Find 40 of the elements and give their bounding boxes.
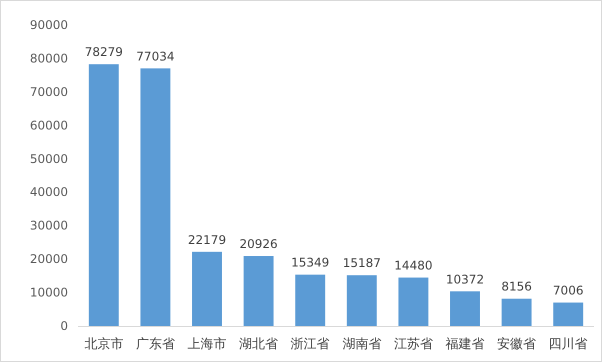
- y-tick-label: 70000: [30, 84, 68, 99]
- bar: [244, 256, 274, 326]
- y-tick-label: 20000: [30, 252, 68, 266]
- data-label: 22179: [188, 232, 226, 247]
- data-label: 78279: [84, 45, 123, 60]
- y-tick-label: 50000: [30, 152, 68, 166]
- data-label: 8156: [501, 280, 532, 294]
- data-label: 10372: [446, 272, 484, 286]
- bar: [398, 278, 428, 326]
- data-label: 15187: [342, 256, 381, 270]
- x-tick-label: 浙江省: [290, 337, 330, 352]
- x-tick-label: 广东省: [136, 337, 175, 352]
- bar: [88, 64, 119, 326]
- bar: [502, 298, 532, 326]
- y-tick-label: 40000: [30, 185, 68, 200]
- data-label: 20926: [240, 237, 278, 252]
- bar: [346, 275, 377, 326]
- data-label: 7006: [552, 284, 584, 298]
- y-tick-label: 10000: [30, 286, 68, 300]
- x-tick-label: 安徽省: [497, 336, 536, 352]
- y-tick-label: 80000: [30, 51, 68, 66]
- x-tick-label: 四川省: [548, 337, 588, 352]
- bar: [553, 302, 584, 326]
- bar: [140, 68, 170, 326]
- y-tick-label: 30000: [30, 218, 68, 233]
- x-tick-label: 北京市: [84, 337, 124, 352]
- data-label: 15349: [291, 256, 330, 270]
- x-tick-label: 上海市: [188, 337, 226, 352]
- y-tick-label: 90000: [30, 18, 68, 32]
- x-tick-label: 福建省: [446, 337, 484, 352]
- y-tick-label: 0: [60, 319, 68, 333]
- bar: [295, 274, 326, 326]
- bar: [192, 252, 222, 326]
- x-tick-label: 湖北省: [239, 337, 278, 352]
- bar: [450, 291, 480, 326]
- x-tick-label: 江苏省: [394, 337, 433, 352]
- data-label: 14480: [394, 258, 432, 273]
- x-tick-label: 湖南省: [342, 337, 382, 352]
- y-tick-label: 60000: [30, 118, 68, 132]
- data-label: 77034: [136, 49, 174, 64]
